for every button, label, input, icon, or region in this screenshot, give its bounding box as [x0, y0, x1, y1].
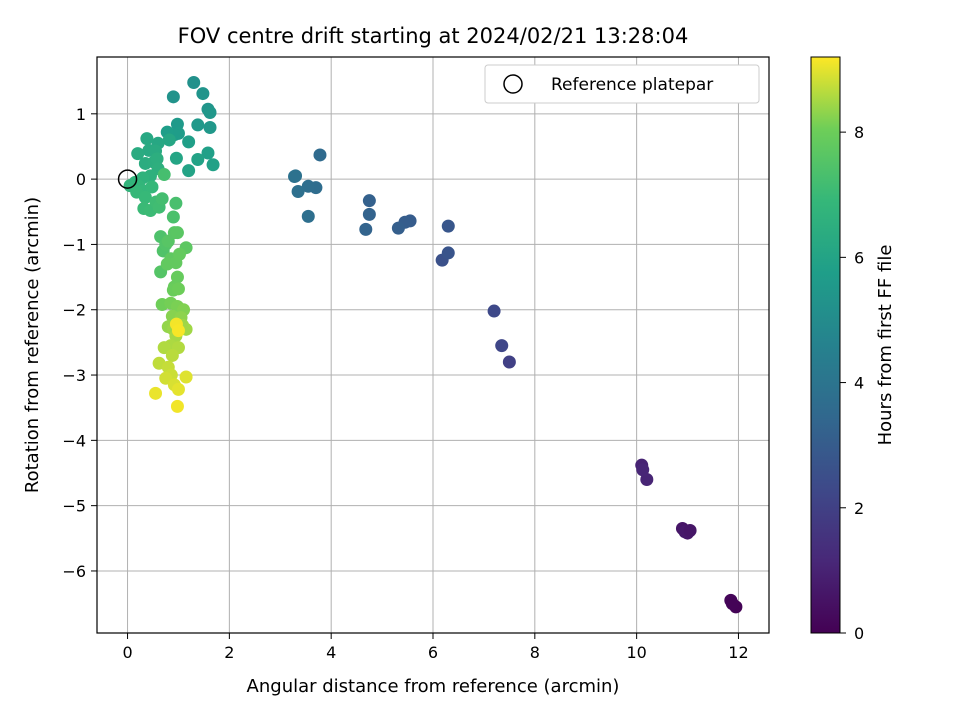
scatter-point: [165, 348, 179, 362]
y-tick-label: 0: [76, 170, 86, 189]
y-tick-label: −4: [62, 431, 86, 450]
scatter-point: [441, 219, 455, 233]
scatter-point: [171, 324, 185, 338]
scatter-point: [289, 169, 303, 183]
scatter-point: [138, 190, 152, 204]
colorbar-label: Hours from first FF file: [875, 245, 896, 446]
scatter-point: [291, 185, 305, 199]
scatter-point: [203, 121, 217, 135]
scatter-point: [301, 209, 315, 223]
scatter-point: [191, 153, 205, 167]
scatter-point: [191, 118, 205, 132]
y-tick-label: −6: [62, 562, 86, 581]
x-tick-label: 0: [122, 643, 132, 662]
scatter-point: [362, 194, 376, 208]
x-tick-label: 8: [530, 643, 540, 662]
scatter-points: [123, 75, 743, 614]
scatter-point: [203, 106, 217, 120]
scatter-point: [313, 148, 327, 162]
x-tick-label: 2: [224, 643, 234, 662]
x-tick-label: 12: [728, 643, 748, 662]
colorbar-tick-label: 8: [854, 123, 864, 142]
scatter-point: [170, 399, 184, 413]
scatter-point: [166, 90, 180, 104]
scatter-point: [441, 246, 455, 260]
scatter-point: [150, 152, 164, 166]
scatter-point: [157, 341, 171, 355]
scatter-point: [725, 597, 739, 611]
scatter-point: [145, 180, 159, 194]
x-tick-label: 6: [428, 643, 438, 662]
scatter-point: [359, 222, 373, 236]
scatter-point: [155, 192, 169, 206]
scatter-point: [149, 386, 163, 400]
scatter-point: [169, 196, 183, 210]
y-tick-label: −3: [62, 366, 86, 385]
scatter-point: [196, 87, 210, 101]
x-axis-label: Angular distance from reference (arcmin): [247, 676, 620, 697]
scatter-point: [162, 133, 176, 147]
scatter-point: [301, 179, 315, 193]
x-tick-label: 4: [326, 643, 336, 662]
scatter-point: [171, 382, 185, 396]
reference-platepar-marker: [117, 169, 138, 189]
legend: Reference platepar: [484, 64, 760, 104]
scatter-point: [166, 210, 180, 224]
grid: [97, 57, 769, 633]
y-tick-label: 1: [76, 105, 86, 124]
scatter-point: [487, 304, 501, 318]
scatter-point: [170, 226, 184, 240]
colorbar-tick-label: 6: [854, 248, 864, 267]
colorbar-tick-label: 0: [854, 624, 864, 643]
x-axis-ticks: 0 2 4 6 8 10 12: [122, 633, 749, 662]
scatter-point: [502, 355, 516, 369]
scatter-point: [169, 151, 183, 165]
scatter-point: [187, 75, 201, 89]
scatter-point: [201, 146, 215, 160]
chart-title: FOV centre drift starting at 2024/02/21 …: [178, 24, 689, 48]
y-axis-label: Rotation from reference (arcmin): [22, 197, 43, 493]
scatter-point: [640, 473, 654, 487]
colorbar: [810, 56, 841, 634]
scatter-point: [683, 523, 697, 537]
scatter-point: [140, 132, 154, 146]
scatter-point: [170, 270, 184, 284]
y-tick-label: −1: [62, 235, 86, 254]
scatter-point: [391, 221, 405, 235]
scatter-point: [182, 135, 196, 149]
x-tick-label: 10: [626, 643, 646, 662]
scatter-point: [182, 164, 196, 178]
scatter-point: [179, 370, 193, 384]
y-tick-label: −2: [62, 301, 86, 320]
scatter-point: [172, 247, 186, 261]
colorbar-tick-label: 2: [854, 499, 864, 518]
scatter-point: [636, 463, 650, 477]
scatter-point: [157, 168, 171, 182]
legend-entry: Reference platepar: [551, 75, 713, 95]
legend-marker: [503, 74, 523, 94]
y-tick-label: −5: [62, 497, 86, 516]
y-axis-ticks: 1 0 −1 −2 −3 −4 −5 −6: [62, 105, 97, 581]
scatter-point: [131, 147, 145, 161]
colorbar-ticks: 0 2 4 6 8: [840, 123, 864, 643]
scatter-point: [362, 207, 376, 221]
legend-box: [484, 64, 760, 104]
colorbar-tick-label: 4: [854, 374, 864, 393]
scatter-point: [495, 339, 509, 353]
scatter-point: [171, 282, 185, 296]
scatter-point: [206, 158, 220, 172]
